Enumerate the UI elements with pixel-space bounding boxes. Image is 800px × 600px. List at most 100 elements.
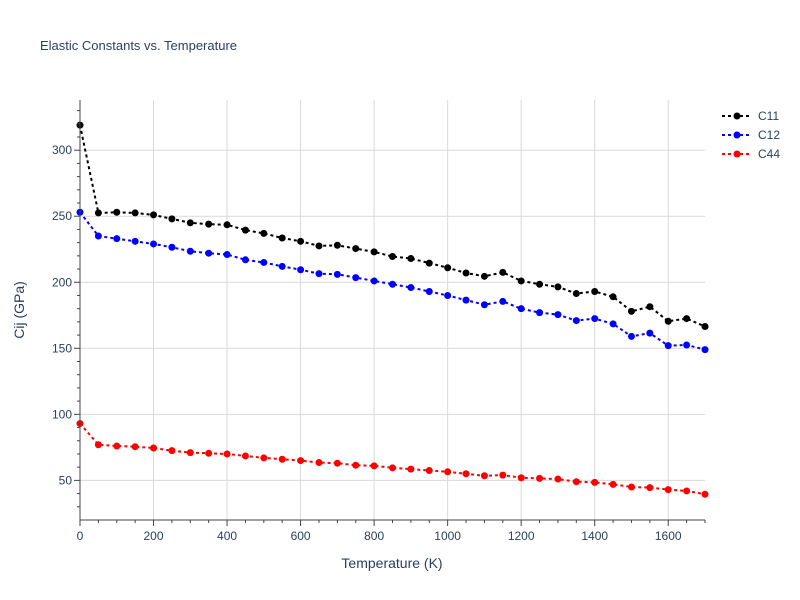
data-point [664,342,672,350]
data-point [94,209,102,217]
data-point [186,449,194,457]
data-point [407,254,415,262]
data-point [425,259,433,267]
x-tick-label: 1400 [581,529,608,543]
y-tick-label: 250 [52,209,72,223]
chart-title: Elastic Constants vs. Temperature [40,38,237,53]
data-point [499,297,507,305]
series-line [79,422,706,496]
series-layer [76,121,709,498]
data-point [536,309,544,317]
legend-item-c44[interactable]: C44 [722,147,780,161]
data-point [701,346,709,354]
data-point [425,288,433,296]
series-line [79,124,706,328]
data-point [444,468,452,476]
data-point [462,470,470,478]
data-point [168,243,176,251]
legend-swatch-marker [733,131,741,139]
x-tick-label: 600 [291,529,311,543]
data-point [480,272,488,280]
x-tick-label: 1000 [434,529,461,543]
data-point [572,317,580,325]
data-point [462,269,470,277]
data-point [480,472,488,480]
series-line [79,211,706,351]
data-point [278,262,286,270]
data-point [113,235,121,243]
x-tick-label: 0 [77,529,84,543]
data-point [664,317,672,325]
y-tick-label: 200 [52,275,72,289]
gridlines [80,100,705,520]
data-point [94,232,102,240]
y-axis-title: Cij (GPa) [11,281,27,339]
data-point [683,341,691,349]
legend-label: C11 [758,109,779,123]
legend-item-c12[interactable]: C12 [722,128,780,142]
data-point [205,249,213,257]
data-point [297,237,305,245]
y-tick-label: 150 [52,341,72,355]
data-point [572,289,580,297]
legend-label: C12 [758,128,780,142]
data-point [480,301,488,309]
data-point [627,332,635,340]
data-point [407,465,415,473]
data-point [683,315,691,323]
data-point [370,462,378,470]
data-point [646,303,654,311]
data-point [223,450,231,458]
data-point [425,466,433,474]
data-point [627,483,635,491]
data-point [315,270,323,278]
data-point [186,247,194,255]
data-point [205,220,213,228]
data-point [389,280,396,288]
data-point [517,474,525,482]
legend-swatch-marker [733,112,741,120]
x-axis-title: Temperature (K) [341,555,442,571]
data-point [205,449,213,457]
data-point [333,270,341,278]
data-point [241,226,249,234]
legend-label: C44 [758,147,780,161]
data-point [278,234,286,242]
data-point [352,461,360,469]
data-point [701,490,709,498]
data-point [223,251,231,259]
data-point [572,478,580,486]
data-point [241,452,249,460]
data-point [517,305,525,313]
data-point [370,277,378,285]
data-point [554,283,562,291]
legend-item-c11[interactable]: C11 [722,109,779,123]
data-point [517,277,525,285]
data-point [352,274,360,282]
data-point [627,307,635,315]
data-point [333,459,341,467]
data-point [444,291,452,299]
data-point [499,268,507,276]
data-point [315,459,323,467]
data-point [297,266,305,274]
y-tick-label: 100 [52,407,72,421]
tick-labels: 0 200 400 600 800 1000 1200 1400 1600 50 100 150 200… [52,143,682,543]
series-c12 [76,208,709,354]
data-point [701,323,709,331]
x-tick-label: 400 [217,529,237,543]
data-point [131,237,139,245]
x-tick-label: 200 [144,529,164,543]
data-point [591,315,599,323]
data-point [609,320,617,328]
data-point [260,229,268,237]
x-tick-label: 800 [364,529,384,543]
data-point [223,221,231,229]
series-c11 [76,121,709,331]
data-point [646,329,654,337]
data-point [536,474,544,482]
legend-swatch-marker [733,150,741,158]
data-point [554,475,562,483]
data-point [389,253,396,261]
data-point [591,288,599,296]
